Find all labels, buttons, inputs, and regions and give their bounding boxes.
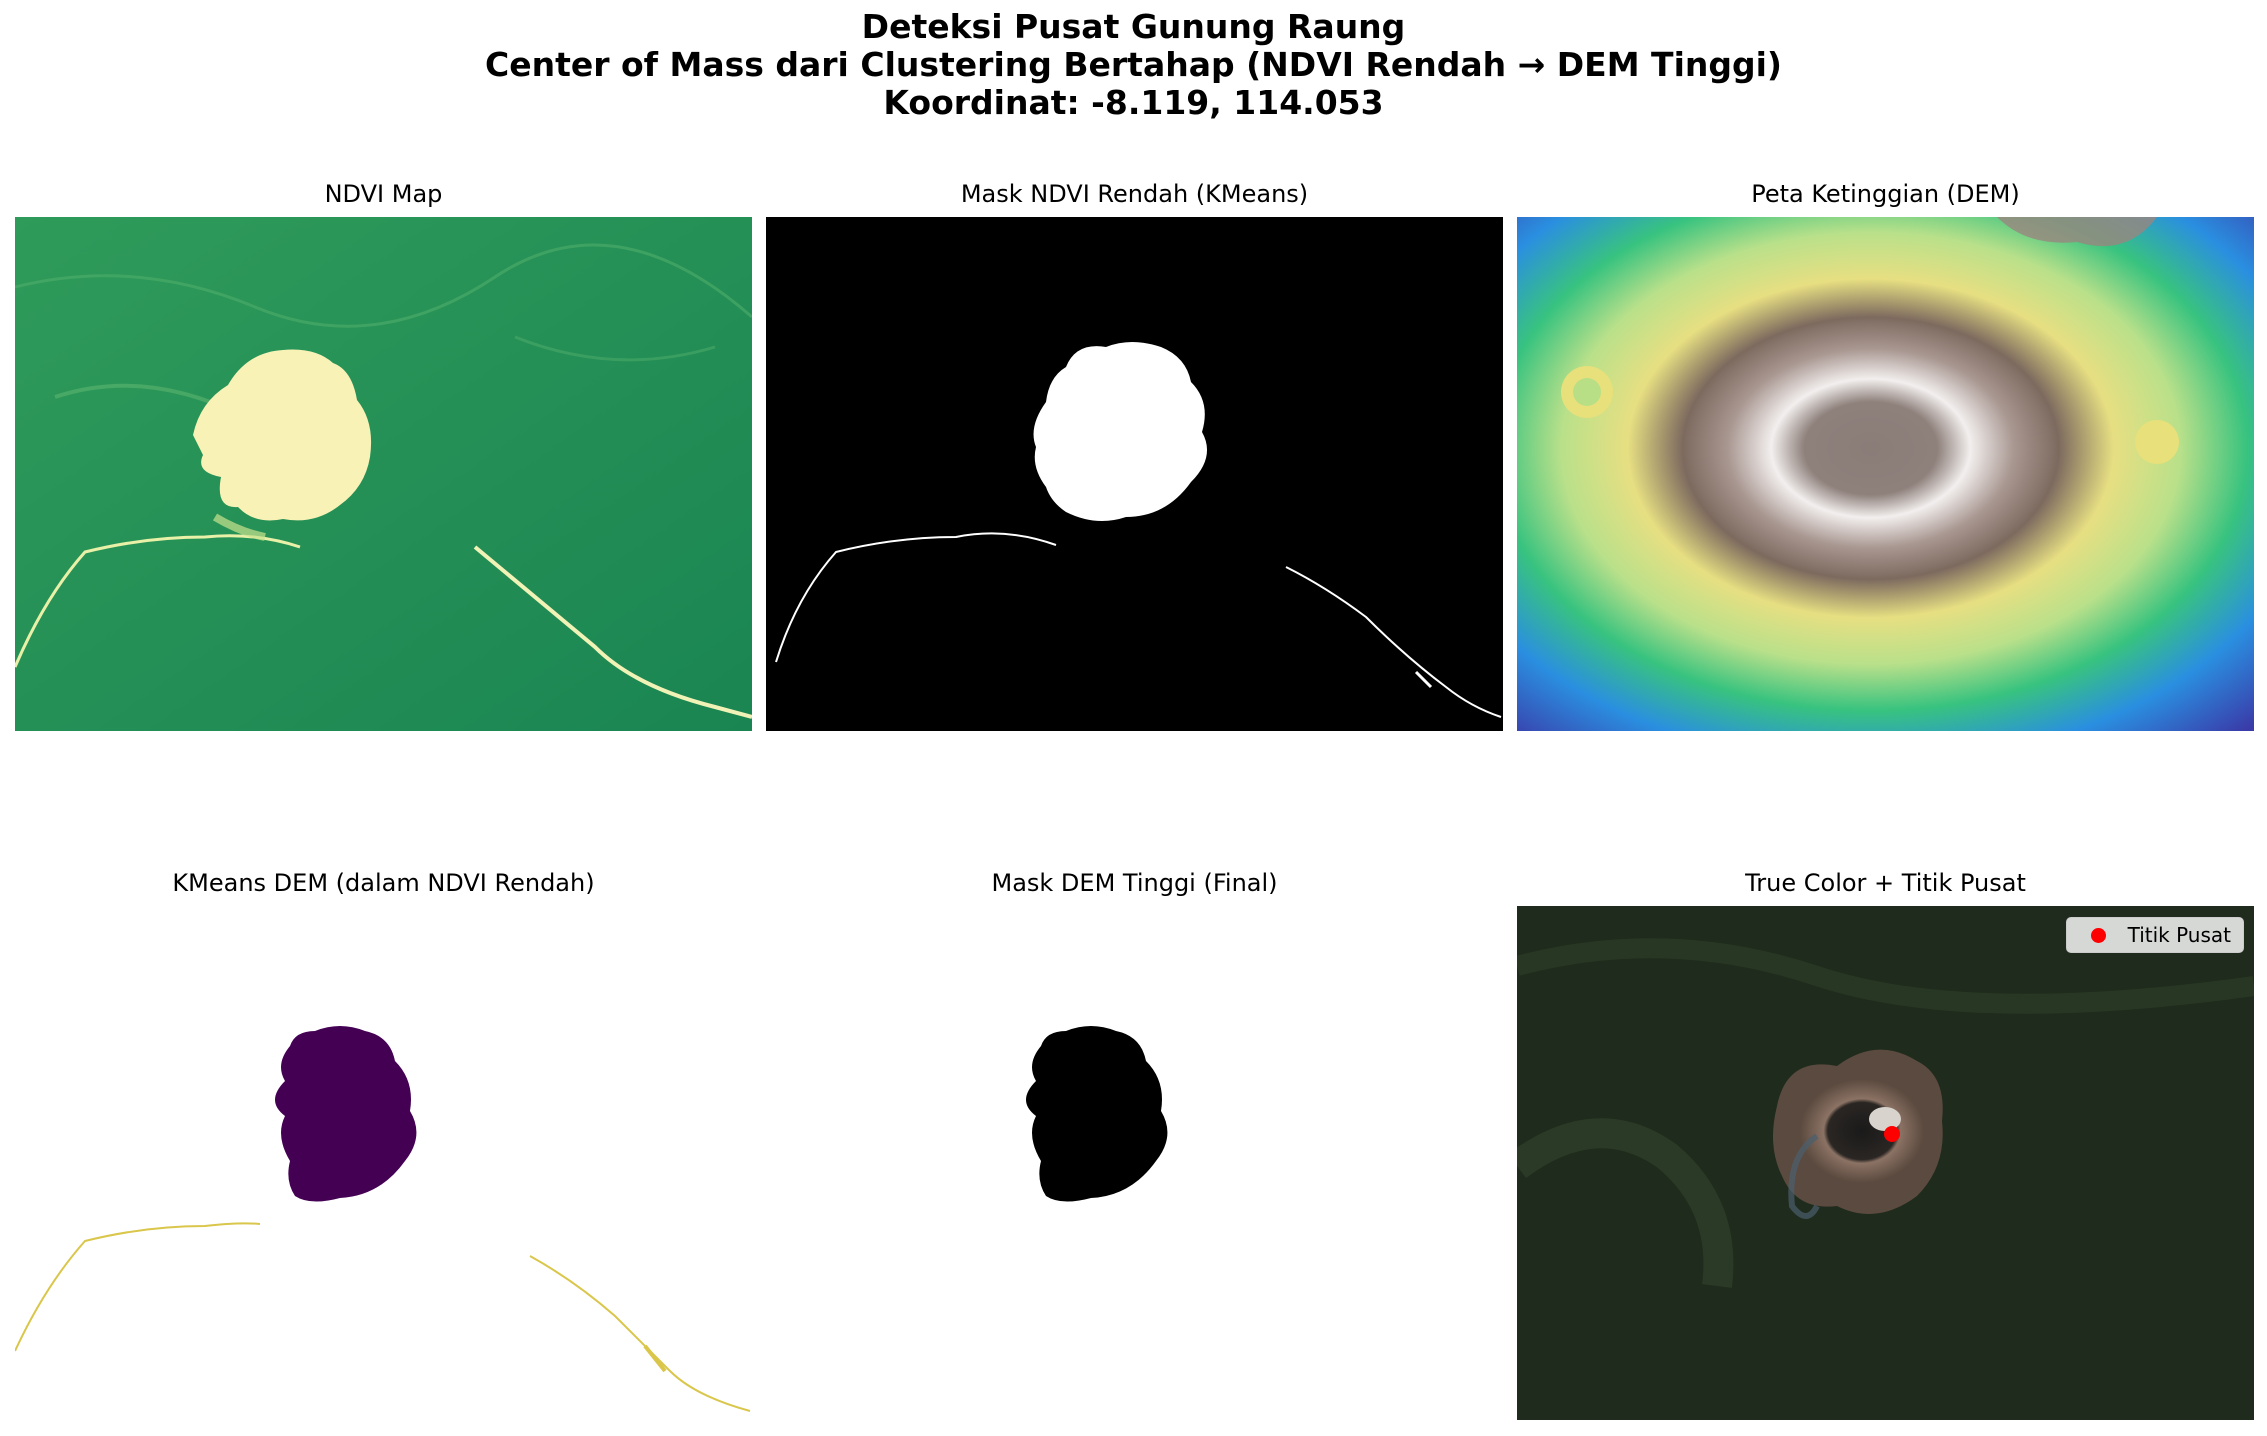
panel-kmeans-dem-title: KMeans DEM (dalam NDVI Rendah) bbox=[172, 869, 595, 897]
legend-marker-icon bbox=[2090, 927, 2106, 943]
legend-label: Titik Pusat bbox=[2127, 923, 2231, 947]
titik-pusat-marker bbox=[1884, 1126, 1900, 1142]
panel-dem-title: Peta Ketinggian (DEM) bbox=[1751, 180, 2020, 208]
figure-title: Deteksi Pusat Gunung Raung Center of Mas… bbox=[0, 8, 2267, 122]
figure-title-line-2: Center of Mass dari Clustering Bertahap … bbox=[484, 45, 1783, 84]
ndvi-map-image bbox=[15, 217, 752, 731]
panel-mask-dem-tinggi-title: Mask DEM Tinggi (Final) bbox=[991, 869, 1278, 897]
panel-mask-ndvi-rendah-title: Mask NDVI Rendah (KMeans) bbox=[960, 180, 1309, 208]
legend: Titik Pusat bbox=[2065, 917, 2244, 953]
true-color-image: Titik Pusat bbox=[1517, 906, 2254, 1420]
dem-image bbox=[1517, 217, 2254, 731]
panel-true-color-title: True Color + Titik Pusat bbox=[1745, 869, 2026, 897]
figure-title-line-3: Koordinat: -8.119, 114.053 bbox=[883, 83, 1384, 122]
kmeans-dem-image bbox=[15, 906, 752, 1420]
panel-ndvi-map-title: NDVI Map bbox=[324, 180, 443, 208]
figure-title-line-1: Deteksi Pusat Gunung Raung bbox=[861, 7, 1406, 46]
mask-dem-tinggi-image bbox=[766, 906, 1503, 1420]
mask-ndvi-rendah-image bbox=[766, 217, 1503, 731]
